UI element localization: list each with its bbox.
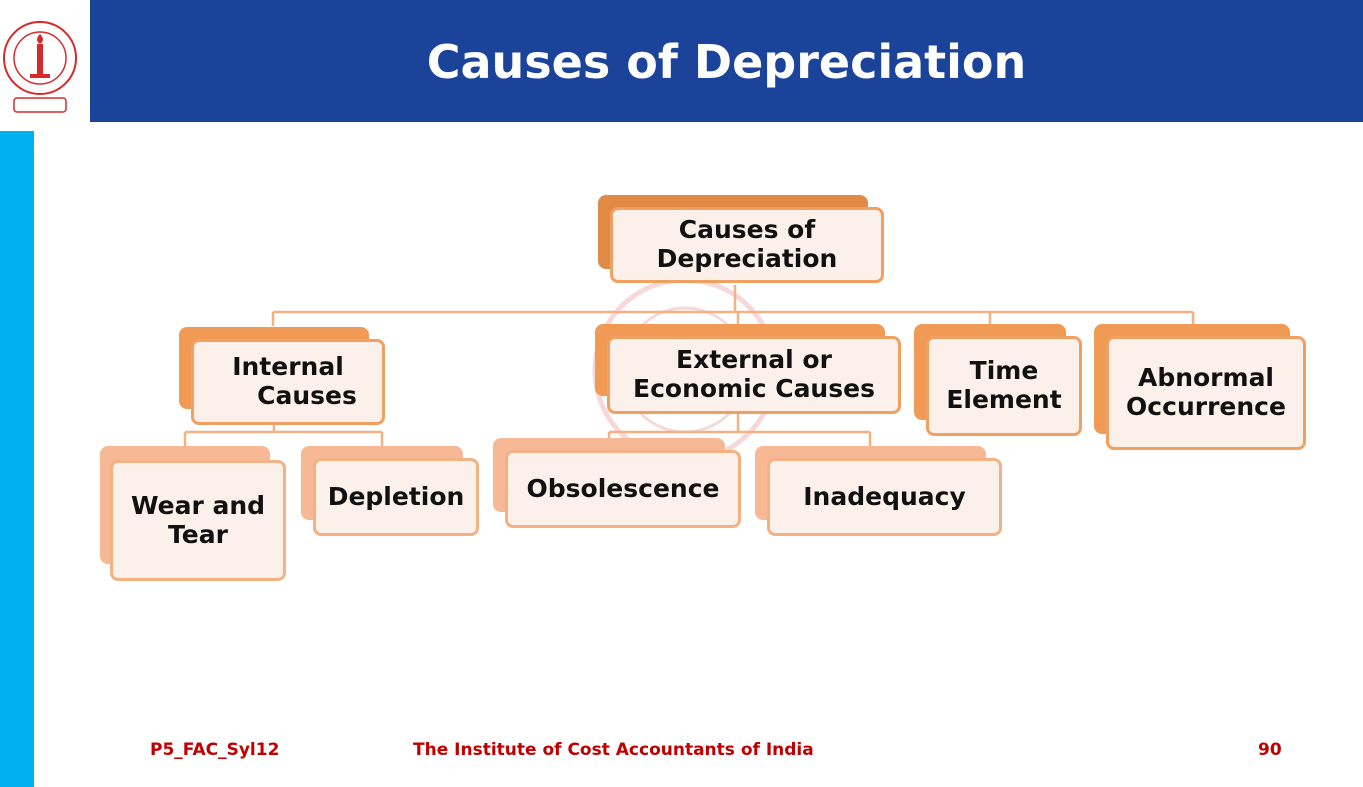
node-depletion: Depletion <box>301 446 481 538</box>
node-external-line2: Economic Causes <box>633 374 875 403</box>
institute-logo <box>0 0 90 122</box>
external-connector <box>607 412 872 448</box>
node-abnormal-line1: Abnormal <box>1137 363 1275 393</box>
node-abnormal-occurrence: Abnormal Occurrence <box>1094 324 1308 452</box>
node-wear-line2: Tear <box>168 519 228 549</box>
node-obsolescence-label: Obsolescence <box>526 473 720 503</box>
node-external-causes: External or Economic Causes <box>595 324 903 416</box>
node-abnormal-line2: Occurrence <box>1126 392 1286 421</box>
node-root-line2: Depreciation <box>656 244 838 273</box>
node-wear-and-tear: Wear and Tear <box>100 446 288 583</box>
footer-institute-name: The Institute of Cost Accountants of Ind… <box>413 740 814 760</box>
node-internal-line1: Internal <box>232 352 344 382</box>
node-internal-causes: Internal Causes <box>179 327 387 427</box>
node-depletion-label: Depletion <box>327 481 465 511</box>
internal-connector <box>183 425 384 447</box>
node-time-element: Time Element <box>914 324 1084 438</box>
footer-course-code: P5_FAC_Syl12 <box>150 740 280 760</box>
node-time-line1: Time <box>969 356 1039 386</box>
node-inadequacy: Inadequacy <box>755 446 1004 538</box>
left-accent-bar <box>0 131 34 787</box>
node-external-line1: External or <box>676 345 832 375</box>
node-root-line1: Causes of <box>678 215 816 245</box>
node-internal-line2: Causes <box>257 381 357 410</box>
node-obsolescence: Obsolescence <box>493 438 743 530</box>
slide-header: Causes of Depreciation <box>90 0 1363 122</box>
node-time-line2: Element <box>946 385 1062 414</box>
footer-page-number: 90 <box>1258 740 1282 760</box>
root-connector <box>271 285 1195 326</box>
node-inadequacy-label: Inadequacy <box>803 481 966 511</box>
node-wear-line1: Wear and <box>130 490 266 520</box>
node-root: Causes of Depreciation <box>598 195 888 287</box>
institute-seal-icon <box>3 21 77 113</box>
slide-title: Causes of Depreciation <box>426 35 1027 89</box>
